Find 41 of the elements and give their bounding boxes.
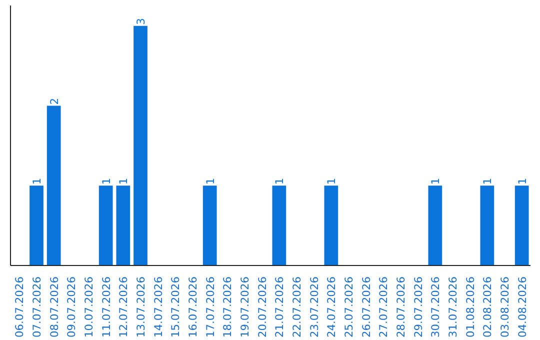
x-tick-label: 07.07.2026 — [30, 276, 44, 338]
x-tick-label: 13.07.2026 — [134, 276, 148, 338]
data-label: 1 — [117, 178, 130, 185]
x-tick-label: 22.07.2026 — [290, 276, 304, 338]
x-tick-label: 09.07.2026 — [65, 276, 78, 338]
data-label: 1 — [30, 178, 44, 185]
data-label: 1 — [429, 178, 442, 185]
x-tick-label: 01.08.2026 — [464, 276, 477, 338]
data-label: 1 — [273, 178, 286, 185]
x-tick-label: 26.07.2026 — [360, 276, 373, 338]
x-tick-label: 17.07.2026 — [204, 276, 217, 338]
data-label: 1 — [100, 178, 113, 185]
data-label: 1 — [481, 178, 494, 185]
x-tick-label: 15.07.2026 — [169, 276, 182, 338]
x-tick-label: 02.08.2026 — [481, 276, 494, 338]
data-label: 1 — [204, 178, 217, 185]
x-tick-label: 19.07.2026 — [238, 276, 252, 338]
x-tick-label: 10.07.2026 — [82, 276, 96, 338]
x-tick-label: 14.07.2026 — [152, 276, 165, 338]
x-tick-label: 20.07.2026 — [256, 276, 269, 338]
x-tick-label: 21.07.2026 — [273, 276, 286, 338]
x-tick-label: 24.07.2026 — [325, 276, 338, 338]
x-tick-label: 28.07.2026 — [394, 276, 408, 338]
x-tick-label: 16.07.2026 — [186, 276, 200, 338]
x-tick-label: 29.07.2026 — [412, 276, 425, 338]
x-tick-label: 23.07.2026 — [308, 276, 321, 338]
x-tick-label: 30.07.2026 — [429, 276, 442, 338]
x-tick-label: 31.07.2026 — [446, 276, 460, 338]
x-tick-label: 11.07.2026 — [100, 276, 113, 338]
x-tick-label: 27.07.2026 — [377, 276, 390, 338]
data-label: 1 — [325, 178, 338, 185]
data-label: 1 — [516, 178, 529, 185]
x-tick-label: 25.07.2026 — [342, 276, 356, 338]
x-tick-label: 18.07.2026 — [221, 276, 234, 338]
x-tick-label: 08.07.2026 — [48, 276, 61, 338]
x-tick-label: 06.07.2026 — [13, 276, 26, 338]
data-label: 2 — [48, 98, 61, 105]
x-tick-label: 12.07.2026 — [117, 276, 130, 338]
x-tick-label: 03.08.2026 — [498, 276, 512, 338]
data-label: 3 — [134, 18, 148, 25]
x-tick-label: 04.08.2026 — [516, 276, 529, 338]
